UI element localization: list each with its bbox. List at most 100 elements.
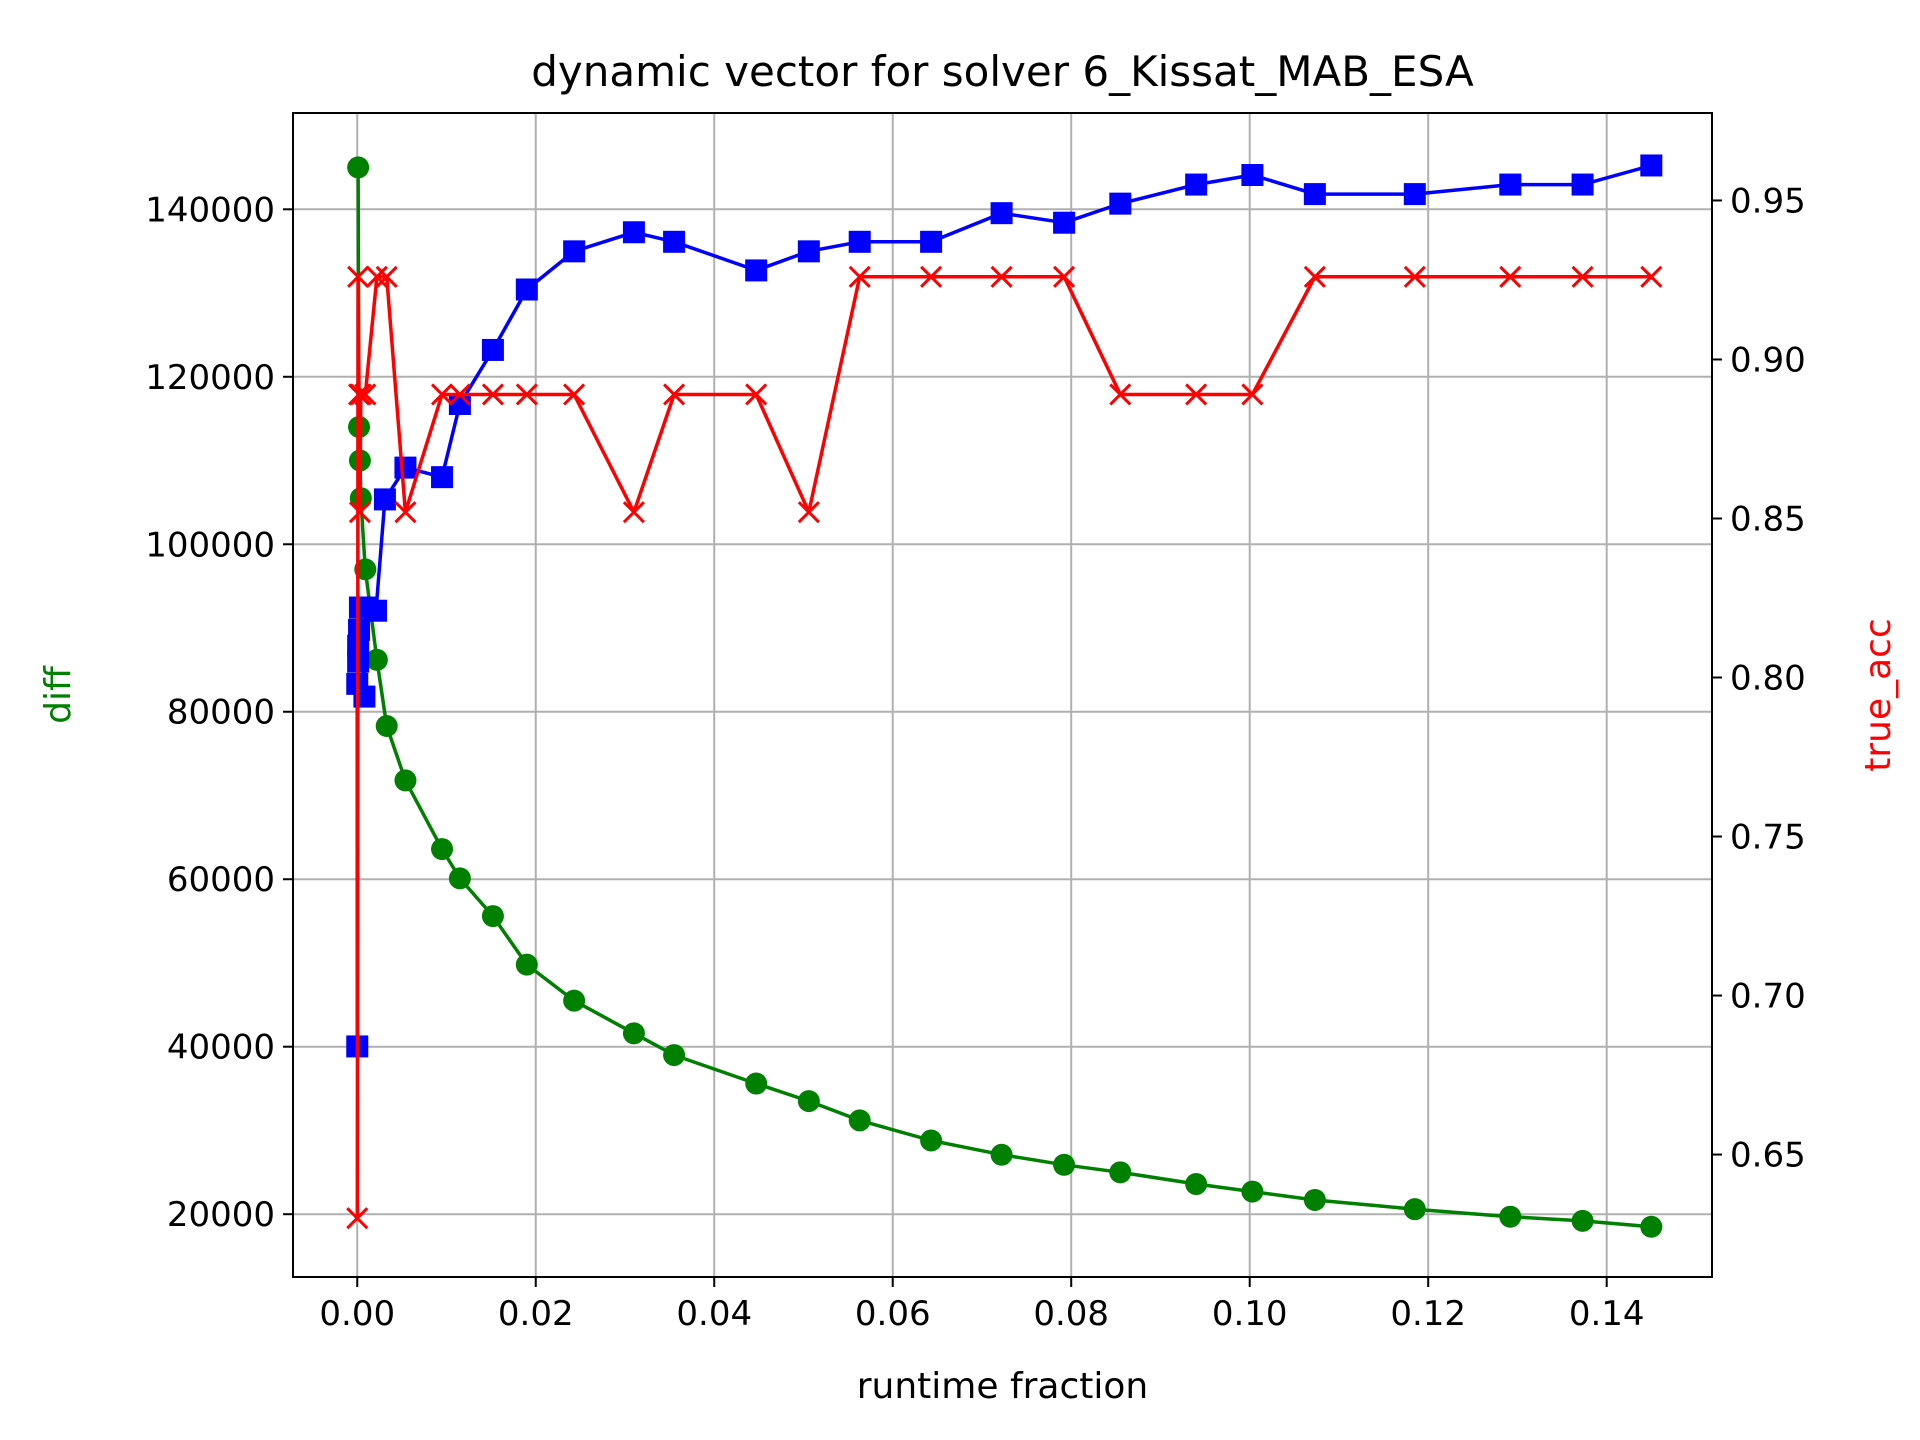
data-point [481,383,504,406]
data-point [1571,173,1594,196]
data-point [848,265,871,288]
data-point [745,383,768,406]
data-point [431,838,454,861]
data-point [1499,265,1522,288]
data-point [1571,265,1594,288]
data-point [1185,173,1208,196]
data-point [1499,173,1522,196]
data-point [373,488,396,511]
data-point [365,648,388,671]
data-point [515,278,538,301]
data-point [745,1072,768,1095]
data-point [394,456,417,479]
data-point [515,953,538,976]
x-tick-label: 0.10 [1212,1294,1288,1334]
data-point [1303,183,1326,206]
data-point [745,259,768,282]
x-tick-label: 0.14 [1569,1294,1645,1334]
data-point [1640,1215,1663,1238]
data-point [354,383,377,406]
data-point [1109,192,1132,215]
data-point [1053,265,1076,288]
data-point [1185,1173,1208,1196]
data-point [431,466,454,489]
x-tick-label: 0.08 [1033,1294,1109,1334]
chart-title: dynamic vector for solver 6_Kissat_MAB_E… [531,47,1474,96]
x-tick-label: 0.00 [319,1294,395,1334]
left-y-tick-label: 120000 [145,358,275,398]
right-y-tick-label: 0.70 [1730,977,1806,1017]
left-y-tick-label: 140000 [145,190,275,230]
x-tick-label: 0.06 [855,1294,931,1334]
data-point [1303,1188,1326,1211]
data-point [663,230,686,253]
data-point [1303,265,1326,288]
x-tick-label: 0.04 [676,1294,752,1334]
data-point [481,338,504,361]
data-point [365,265,388,288]
data-point [347,156,370,179]
right-y-tick-label: 0.80 [1730,659,1806,699]
right-y-tick-label: 0.95 [1730,181,1806,221]
right-y-tick-label: 0.85 [1730,499,1806,539]
data-point [1640,265,1663,288]
data-point [1053,1153,1076,1176]
data-point [1403,265,1426,288]
data-point [563,240,586,263]
data-point [1053,211,1076,234]
data-point [797,1090,820,1113]
right-y-tick-label: 0.75 [1730,818,1806,858]
x-axis-title: runtime fraction [857,1366,1149,1407]
data-point [920,1129,943,1152]
diff-series [347,156,1663,1238]
data-point [990,202,1013,225]
data-point [430,383,454,406]
data-point [1403,1198,1426,1221]
data-point [663,1044,686,1067]
data-point [920,230,943,253]
data-point [797,501,820,524]
data-point [346,1207,369,1230]
left-y-tick-label: 40000 [167,1028,275,1068]
data-point [1109,1161,1132,1184]
true-acc-series [346,265,1663,1230]
data-point [1499,1205,1522,1228]
data-point [622,221,645,244]
series-layer [346,154,1663,1238]
plot-frame [292,112,1713,1278]
data-point [364,599,387,622]
data-point [347,265,370,288]
data-point [349,383,372,406]
right-y-tick-label: 0.90 [1730,340,1806,380]
left-y-tick-label: 100000 [145,525,275,565]
data-point [448,867,471,890]
data-point [394,501,417,524]
data-point [348,501,371,524]
ticks: 0.00 0.02 0.04 0.06 0.08 0.10 0.12 0.14 20000 400… [145,181,1806,1334]
data-point [848,230,871,253]
data-point [515,383,538,406]
x-tick-label: 0.02 [498,1294,574,1334]
data-point [481,905,504,928]
data-point [1571,1209,1594,1232]
data-point [1241,383,1264,406]
data-point [375,265,398,288]
data-point [920,265,943,288]
data-point [622,1022,645,1045]
data-point [622,501,645,524]
data-point [1241,1180,1264,1203]
data-point [990,1143,1013,1166]
data-point [563,989,586,1012]
data-point [1403,183,1426,206]
data-point [354,558,377,581]
data-point [1241,164,1264,187]
x-tick-label: 0.12 [1390,1294,1466,1334]
data-point [848,1109,871,1132]
data-point [797,240,820,263]
right-y-tick-label: 0.65 [1730,1136,1806,1176]
data-point [448,383,471,406]
left-y-axis-title: diff [38,665,79,724]
data-point [394,769,417,792]
